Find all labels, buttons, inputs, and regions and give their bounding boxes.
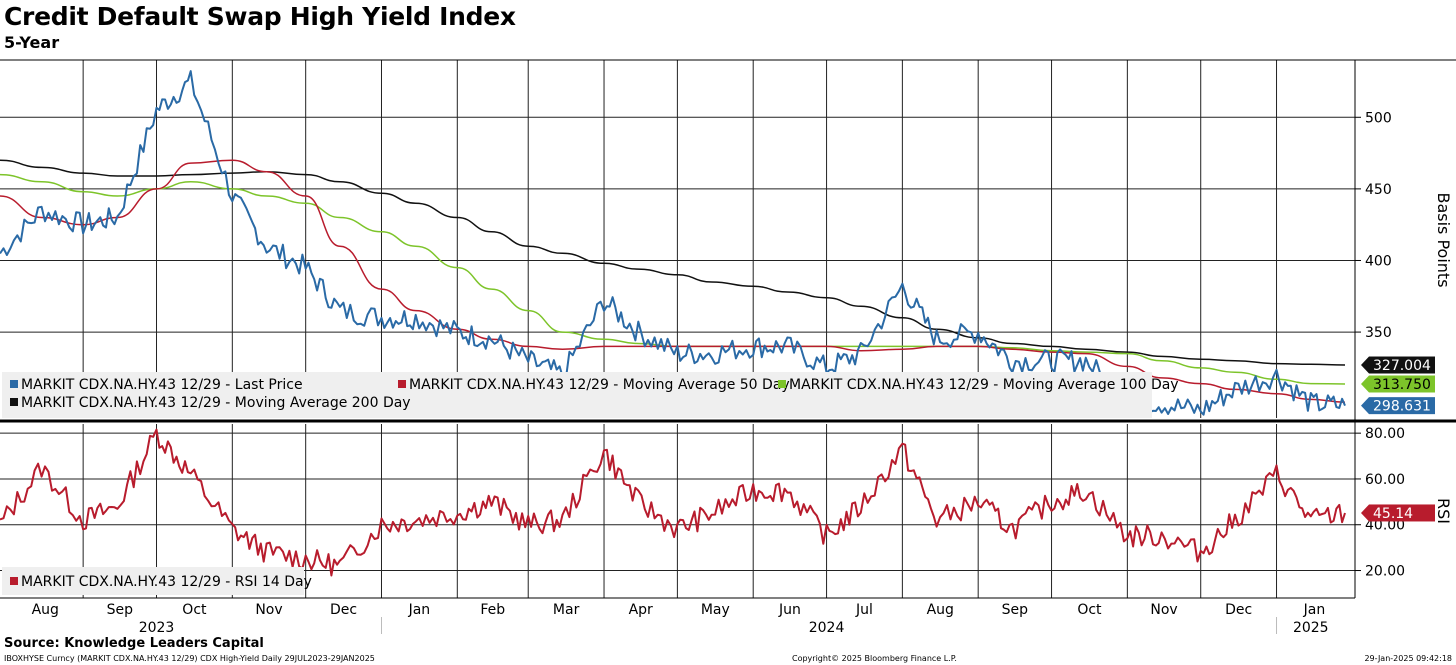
- x-tick-label: Mar: [553, 602, 580, 618]
- last-label-ma100-pointer: [1361, 375, 1369, 393]
- last-label-last-price-pointer: [1361, 397, 1369, 415]
- last-value-labels: 327.004 313.750 298.631 45.14: [1361, 356, 1435, 522]
- y-tick-label-top: 500: [1365, 110, 1392, 126]
- footer-timestamp: 29-Jan-2025 09:42:18: [1364, 654, 1452, 663]
- series-rsi: [0, 428, 1346, 577]
- legend-top: MARKIT CDX.NA.HY.43 12/29 - Last Price MA…: [2, 372, 1179, 418]
- legend-label: MARKIT CDX.NA.HY.43 12/29 - RSI 14 Day: [21, 574, 312, 590]
- y-tick-label-bottom: 80.00: [1365, 426, 1405, 442]
- x-tick-label: Dec: [330, 602, 357, 618]
- x-tick-label: Jan: [408, 602, 431, 618]
- last-label-rsi-box: [1369, 504, 1435, 522]
- last-label-ma100-box: [1369, 375, 1435, 393]
- legend-label: MARKIT CDX.NA.HY.43 12/29 - Moving Avera…: [789, 377, 1179, 393]
- legend-top-bg: [2, 372, 1152, 418]
- footer-ticker: IBOXHYSE Curncy (MARKIT CDX.NA.HY.43 12/…: [4, 654, 375, 663]
- last-label-ma100: 313.750: [1373, 377, 1431, 393]
- x-tick-label: May: [701, 602, 730, 618]
- chart-title: Credit Default Swap High Yield Index: [4, 2, 516, 31]
- y-tick-label-bottom: 60.00: [1365, 472, 1405, 488]
- x-tick-label: Oct: [182, 602, 207, 618]
- footer-copyright: Copyright© 2025 Bloomberg Finance L.P.: [792, 654, 957, 663]
- x-tick-label: Feb: [480, 602, 505, 618]
- x-tick-label: Jul: [855, 602, 873, 618]
- y-axis-title-bottom: RSI: [1434, 498, 1453, 524]
- legend-swatch: [398, 380, 406, 388]
- x-tick-label: Jan: [1303, 602, 1326, 618]
- last-label-last-price-box: [1369, 397, 1435, 415]
- gridlines: [0, 60, 1355, 598]
- legend-swatch: [778, 380, 786, 388]
- series-ma200: [0, 159, 1346, 366]
- x-tick-label: Sep: [1002, 602, 1029, 618]
- x-year-label: 2025: [1293, 620, 1329, 636]
- series-last-price: [0, 70, 1346, 416]
- x-tick-label: Oct: [1077, 602, 1102, 618]
- y-axis-title-top: Basis Points: [1434, 192, 1453, 287]
- x-tick-label: Aug: [32, 602, 59, 618]
- last-label-rsi: 45.14: [1373, 506, 1413, 522]
- x-axis: Aug Sep Oct Nov Dec Jan Feb Mar Apr May Jun Jul Aug S…: [32, 602, 1329, 636]
- series-top: [0, 70, 1346, 416]
- legend-bottom-bg: [2, 567, 304, 595]
- last-label-ma200: 327.004: [1373, 358, 1431, 374]
- x-tick-label: Dec: [1225, 602, 1252, 618]
- x-tick-label: Aug: [927, 602, 954, 618]
- x-tick-label: Jun: [778, 602, 801, 618]
- legend-swatch: [10, 380, 18, 388]
- series-ma50: [0, 159, 1346, 403]
- x-year-label: 2023: [139, 620, 175, 636]
- y-tick-label-top: 400: [1365, 253, 1392, 269]
- x-tick-label: Apr: [629, 602, 653, 618]
- y-tick-label-bottom: 20.00: [1365, 564, 1405, 580]
- last-label-ma200-box: [1369, 356, 1435, 374]
- legend-label: MARKIT CDX.NA.HY.43 12/29 - Last Price: [21, 377, 303, 393]
- x-tick-label: Nov: [255, 602, 282, 618]
- last-label-ma200-pointer: [1361, 356, 1369, 374]
- x-tick-label: Sep: [107, 602, 134, 618]
- last-label-last-price: 298.631: [1373, 399, 1431, 415]
- y-tick-label-top: 450: [1365, 182, 1392, 198]
- legend-label: MARKIT CDX.NA.HY.43 12/29 - Moving Avera…: [21, 395, 411, 411]
- x-tick-label: Nov: [1150, 602, 1177, 618]
- legend-bottom: MARKIT CDX.NA.HY.43 12/29 - RSI 14 Day: [2, 567, 312, 595]
- series-bottom: [0, 428, 1346, 577]
- legend-label: MARKIT CDX.NA.HY.43 12/29 - Moving Avera…: [409, 377, 790, 393]
- legend-swatch: [10, 398, 18, 406]
- legend-swatch: [10, 577, 18, 585]
- source-note: Source: Knowledge Leaders Capital: [4, 636, 264, 651]
- chart-subtitle: 5-Year: [4, 33, 60, 52]
- y-axes: 350 400 450 500 20.00 40.00 60.00 80.00 Basis Po…: [1355, 110, 1453, 580]
- last-label-rsi-pointer: [1361, 504, 1369, 522]
- x-year-label: 2024: [809, 620, 845, 636]
- y-tick-label-bottom: 40.00: [1365, 518, 1405, 534]
- y-tick-label-top: 350: [1365, 325, 1392, 341]
